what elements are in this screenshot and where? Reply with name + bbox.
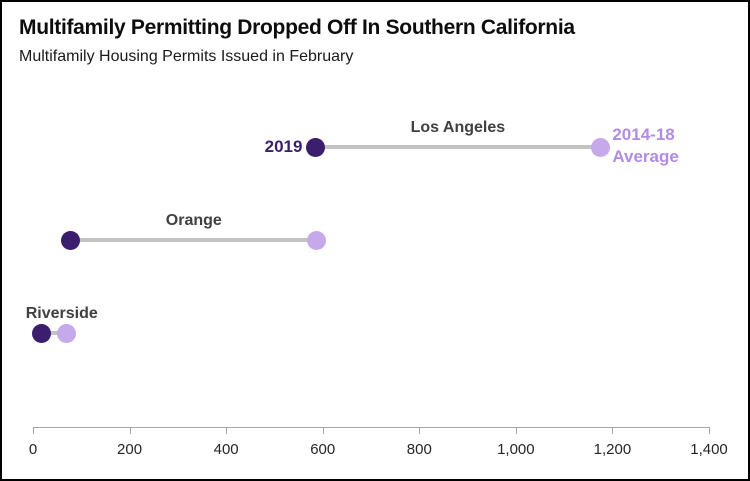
x-axis-tick <box>612 427 614 434</box>
category-label-orange: Orange <box>165 212 222 229</box>
series-label-average-line1: 2014-18 <box>612 125 675 144</box>
dot-2019-los-angeles <box>305 137 325 157</box>
x-axis-tick-label: 1,400 <box>690 441 728 458</box>
x-axis-tick <box>709 427 710 434</box>
series-label-average: 2014-18 Average <box>612 124 678 168</box>
x-axis-tick <box>226 427 228 434</box>
x-axis-line <box>33 427 709 428</box>
series-label-average-line2: Average <box>612 147 679 166</box>
dot-avg-orange <box>307 230 327 250</box>
x-axis-tick <box>515 427 517 434</box>
x-axis-tick-label: 800 <box>406 441 432 458</box>
x-axis-tick-label: 0 <box>28 441 38 458</box>
connector-line-los-angeles <box>315 145 601 149</box>
dot-avg-los-angeles <box>590 137 610 157</box>
x-axis-tick-label: 400 <box>213 441 239 458</box>
x-axis-tick-label: 600 <box>310 441 336 458</box>
x-axis-tick <box>322 427 324 434</box>
connector-line-riverside <box>41 331 67 335</box>
x-axis-tick-label: 1,200 <box>593 441 632 458</box>
x-axis-tick <box>129 427 131 434</box>
dot-2019-riverside <box>31 323 51 343</box>
dot-avg-riverside <box>56 323 76 343</box>
connector-line-orange <box>70 238 317 242</box>
series-label-2019: 2019 <box>264 137 303 156</box>
chart-title: Multifamily Permitting Dropped Off In So… <box>19 16 575 39</box>
category-label-riverside: Riverside <box>25 305 98 322</box>
x-axis-tick-label: 1,000 <box>497 441 535 458</box>
dot-2019-orange <box>61 230 81 250</box>
category-label-los-angeles: Los Angeles <box>410 119 506 136</box>
x-axis-tick-label: 200 <box>117 441 143 458</box>
x-axis-tick <box>33 427 34 434</box>
x-axis-tick <box>419 427 421 434</box>
chart-subtitle: Multifamily Housing Permits Issued in Fe… <box>19 48 354 65</box>
